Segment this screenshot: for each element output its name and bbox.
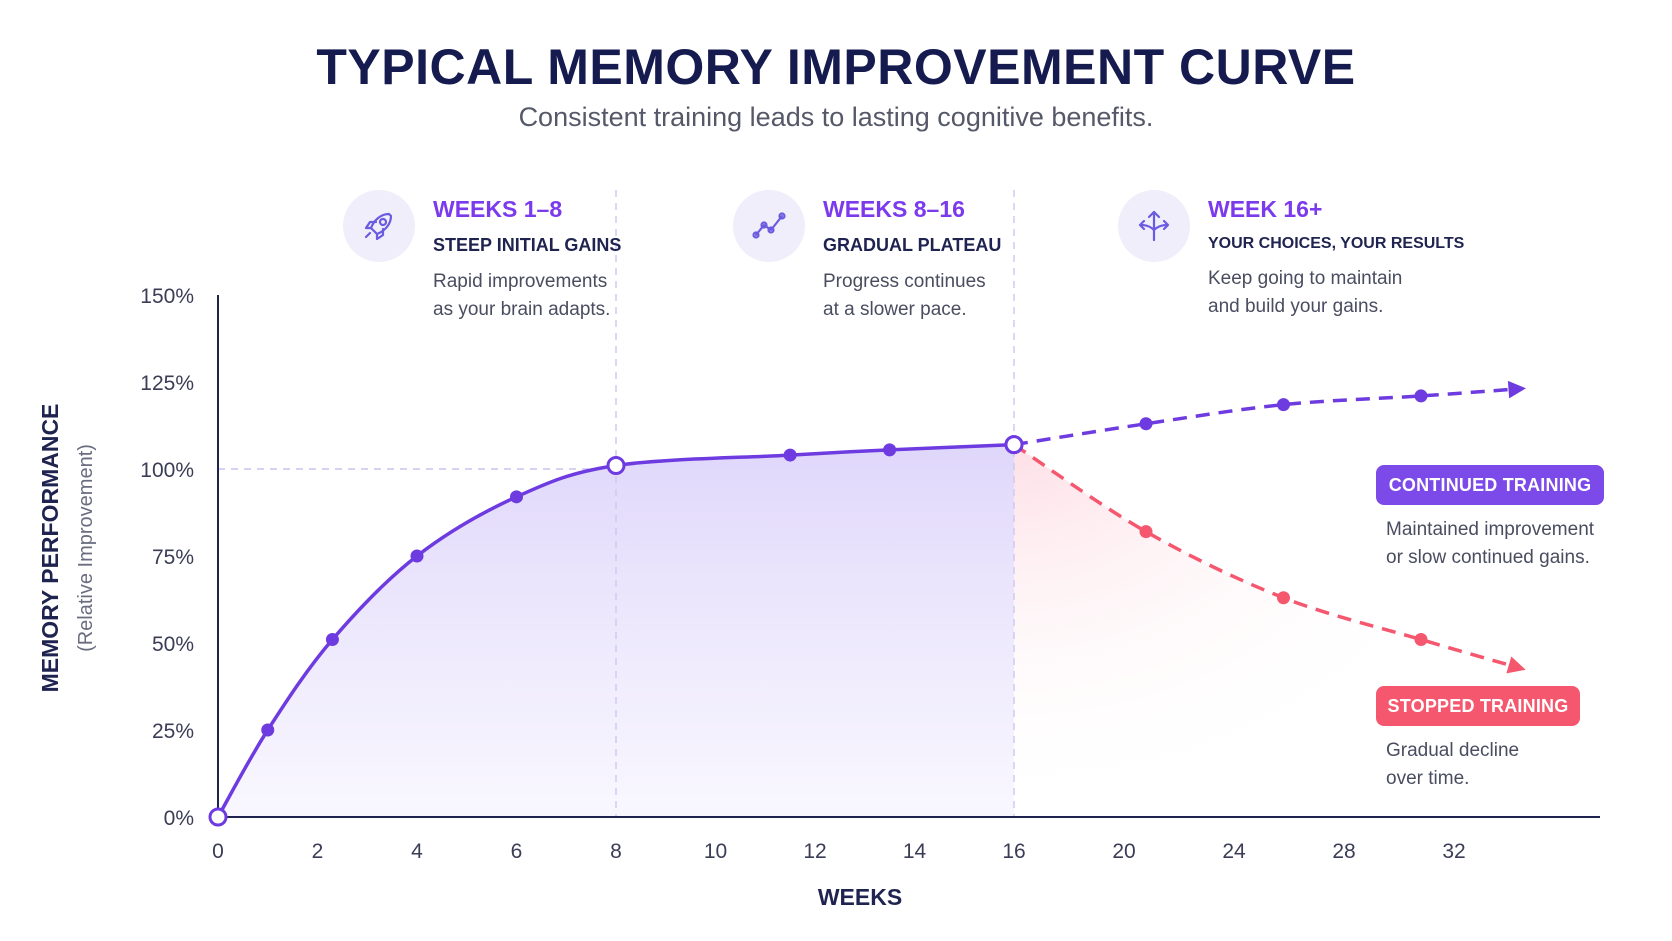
- phase-3-desc-2: and build your gains.: [1208, 296, 1384, 317]
- data-point: [783, 448, 797, 462]
- x-tick-label: 2: [312, 840, 324, 863]
- y-tick-label: 75%: [152, 546, 194, 569]
- stopped-note-line-2: over time.: [1386, 768, 1470, 789]
- phase-1-title: WEEKS 1–8: [433, 196, 563, 222]
- phase-2-desc-1: Progress continues: [823, 271, 986, 292]
- milestone-point: [208, 807, 228, 827]
- stopped-training-badge: STOPPED TRAINING: [1376, 686, 1580, 726]
- stopped-training-note: Gradual decline over time.: [1386, 737, 1519, 793]
- area-fill: [218, 444, 1014, 817]
- chart-subtitle: Consistent training leads to lasting cog…: [518, 102, 1154, 132]
- stopped-data-point: [1139, 525, 1153, 539]
- continued-training-note: Maintained improvement or slow continued …: [1386, 516, 1594, 572]
- series-line-continued: [1013, 380, 1526, 447]
- phase-3-desc-1: Keep going to maintain: [1208, 268, 1403, 289]
- x-tick-label: 4: [411, 840, 423, 863]
- phase-1-desc-2: as your brain adapts.: [433, 299, 611, 320]
- x-tick-label: 10: [704, 840, 727, 863]
- continued-data-point: [1277, 398, 1290, 412]
- phase-3-title: WEEK 16+: [1208, 196, 1323, 222]
- stopped-note-line-1: Gradual decline: [1386, 740, 1520, 761]
- split-arrows-icon: [1118, 190, 1190, 262]
- chart-title: TYPICAL MEMORY IMPROVEMENT CURVE: [316, 39, 1356, 95]
- phase-1-desc-1: Rapid improvements: [433, 271, 608, 292]
- x-axis-label: WEEKS: [818, 884, 902, 910]
- continued-training-badge: CONTINUED TRAINING: [1376, 465, 1604, 505]
- y-tick-label: 25%: [152, 720, 194, 743]
- continued-note-line-2: or slow continued gains.: [1386, 547, 1590, 568]
- y-tick-label: 0%: [164, 807, 194, 830]
- stopped-data-point: [1414, 633, 1428, 647]
- milestone-point: [606, 456, 626, 476]
- y-tick-label: 125%: [140, 372, 194, 395]
- x-tick-label: 6: [511, 840, 523, 863]
- phase-2-subtitle: GRADUAL PLATEAU: [823, 235, 1002, 255]
- data-point: [883, 443, 897, 457]
- x-tick-label: 32: [1442, 840, 1465, 863]
- x-tick-label: 28: [1332, 840, 1355, 863]
- stopped-data-point: [1277, 591, 1290, 605]
- phase-2-title: WEEKS 8–16: [823, 196, 965, 222]
- data-point: [325, 633, 339, 647]
- data-point: [410, 549, 424, 563]
- y-axis-label: MEMORY PERFORMANCE: [37, 404, 63, 693]
- phase-2-desc-2: at a slower pace.: [823, 299, 967, 320]
- data-point: [510, 490, 523, 504]
- x-tick-label: 8: [610, 840, 622, 863]
- rocket-icon: [343, 190, 415, 262]
- phase-3-subtitle: YOUR CHOICES, YOUR RESULTS: [1208, 235, 1465, 252]
- x-tick-label: 0: [212, 840, 224, 863]
- continued-note-line-1: Maintained improvement: [1386, 519, 1595, 540]
- branch-point: [1004, 435, 1024, 455]
- y-tick-label: 50%: [152, 633, 194, 656]
- x-tick-label: 16: [1002, 840, 1025, 863]
- y-tick-label: 100%: [140, 459, 194, 482]
- continued-data-point: [1139, 417, 1153, 431]
- x-tick-label: 12: [803, 840, 826, 863]
- trend-line-icon: [733, 190, 805, 262]
- x-tick-label: 20: [1112, 840, 1135, 863]
- continued-data-point: [1414, 389, 1428, 403]
- x-tick-label: 14: [903, 840, 927, 863]
- y-tick-label: 150%: [140, 285, 194, 308]
- phase-1-subtitle: STEEP INITIAL GAINS: [433, 235, 622, 255]
- y-axis-sublabel: (Relative Improvement): [75, 444, 97, 652]
- data-point: [261, 723, 275, 737]
- x-tick-label: 24: [1222, 840, 1246, 863]
